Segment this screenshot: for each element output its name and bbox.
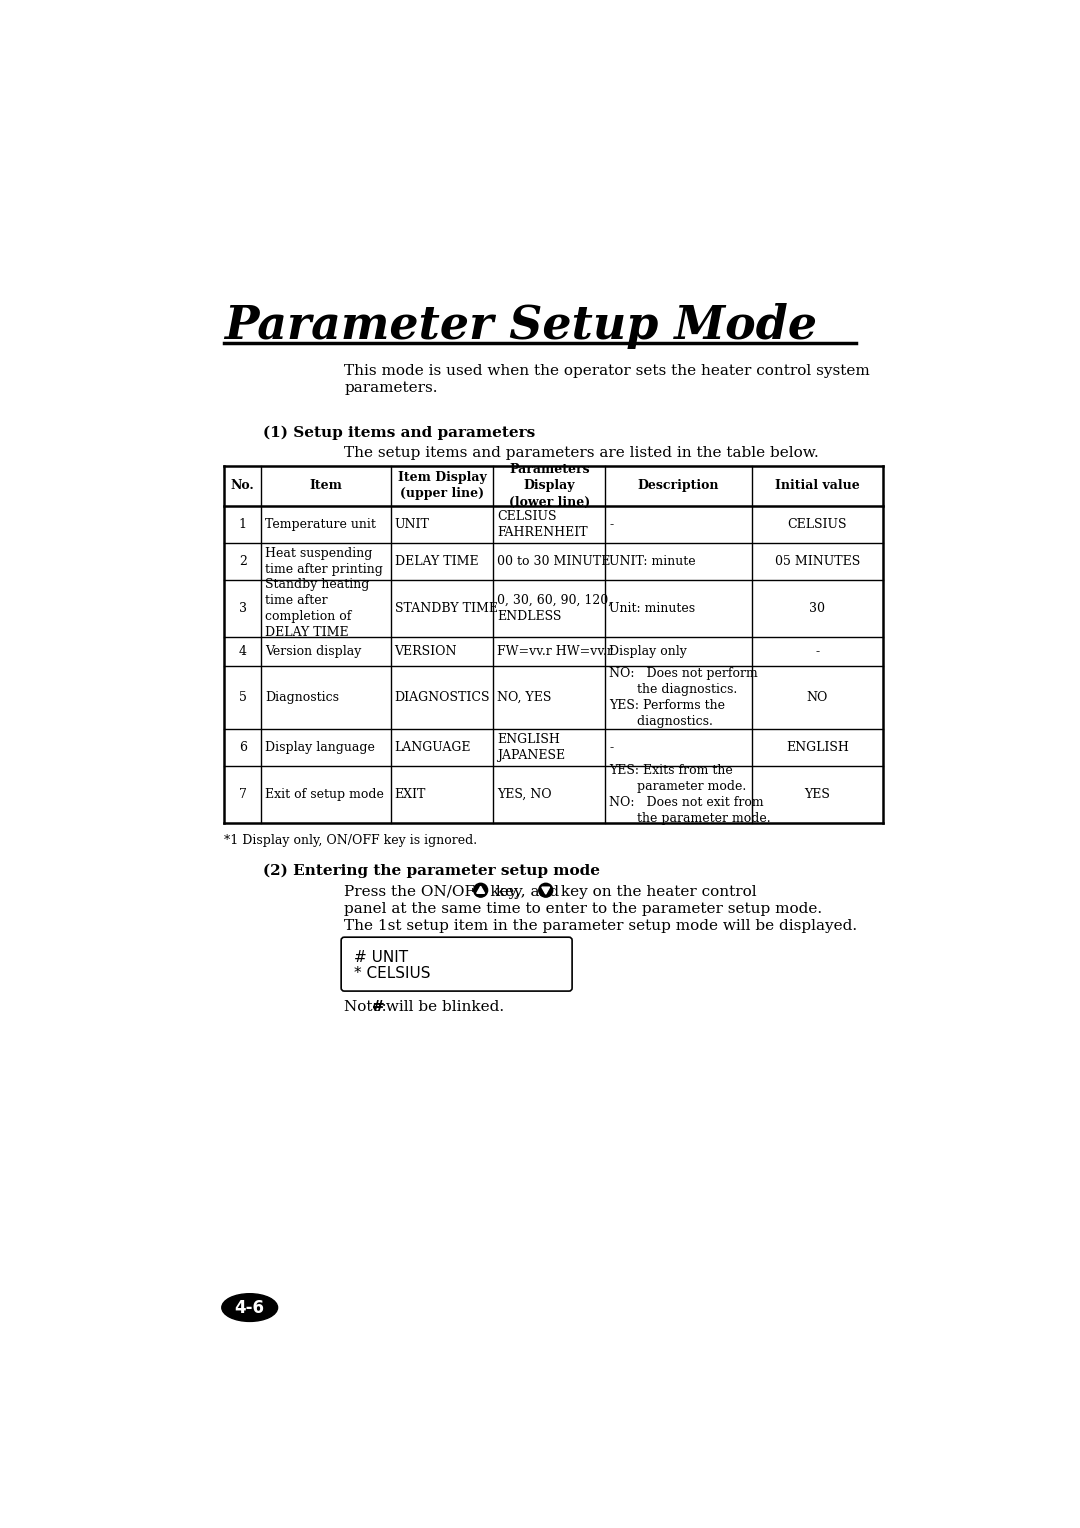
Text: NO: NO (807, 691, 828, 704)
Text: This mode is used when the operator sets the heater control system: This mode is used when the operator sets… (345, 364, 870, 379)
Text: will be blinked.: will be blinked. (380, 1001, 503, 1015)
Text: Description: Description (638, 480, 719, 492)
Text: Diagnostics: Diagnostics (266, 691, 339, 704)
Text: Heat suspending
time after printing: Heat suspending time after printing (266, 547, 383, 576)
Text: 4: 4 (239, 645, 246, 659)
Text: YES, NO: YES, NO (497, 788, 552, 801)
Text: UNIT: UNIT (394, 518, 430, 530)
Text: Item Display
(upper line): Item Display (upper line) (397, 472, 486, 501)
Text: ENGLISH
JAPANESE: ENGLISH JAPANESE (497, 733, 565, 762)
Text: STANDBY TIME: STANDBY TIME (394, 602, 498, 614)
Text: -: - (815, 645, 820, 659)
Text: Note:: Note: (345, 1001, 392, 1015)
Text: 30: 30 (809, 602, 825, 614)
Text: parameters.: parameters. (345, 382, 437, 396)
Text: CELSIUS
FAHRENHEIT: CELSIUS FAHRENHEIT (497, 510, 588, 539)
Text: 5: 5 (239, 691, 246, 704)
Text: 2: 2 (239, 555, 246, 568)
Text: Item: Item (310, 480, 342, 492)
Text: DELAY TIME: DELAY TIME (394, 555, 478, 568)
Text: Exit of setup mode: Exit of setup mode (266, 788, 384, 801)
Text: ENGLISH: ENGLISH (786, 741, 849, 755)
Text: *1 Display only, ON/OFF key is ignored.: *1 Display only, ON/OFF key is ignored. (225, 834, 477, 847)
Text: 7: 7 (239, 788, 246, 801)
Text: 00 to 30 MINUTE: 00 to 30 MINUTE (497, 555, 610, 568)
Text: -: - (609, 518, 613, 530)
Text: #: # (373, 1001, 384, 1015)
Text: YES: YES (805, 788, 831, 801)
Text: YES: Exits from the
       parameter mode.
NO:   Does not exit from
       the p: YES: Exits from the parameter mode. NO: … (609, 764, 771, 825)
Ellipse shape (221, 1294, 278, 1322)
Text: -: - (609, 741, 613, 755)
Circle shape (539, 883, 553, 897)
Text: Initial value: Initial value (775, 480, 860, 492)
Text: Display only: Display only (609, 645, 687, 659)
Text: CELSIUS: CELSIUS (787, 518, 847, 530)
Text: NO, YES: NO, YES (497, 691, 551, 704)
Text: DIAGNOSTICS: DIAGNOSTICS (394, 691, 490, 704)
Text: key on the heater control: key on the heater control (556, 885, 756, 898)
FancyBboxPatch shape (341, 937, 572, 992)
Text: The 1st setup item in the parameter setup mode will be displayed.: The 1st setup item in the parameter setu… (345, 918, 858, 932)
Text: Parameters
Display
(lower line): Parameters Display (lower line) (509, 463, 590, 509)
Text: * CELSIUS: * CELSIUS (353, 966, 430, 981)
Text: UNIT: minute: UNIT: minute (609, 555, 696, 568)
Text: The setup items and parameters are listed in the table below.: The setup items and parameters are liste… (345, 446, 819, 460)
Text: 1: 1 (239, 518, 246, 530)
Text: LANGUAGE: LANGUAGE (394, 741, 471, 755)
Text: # UNIT: # UNIT (353, 949, 407, 964)
Polygon shape (542, 888, 550, 894)
Text: VERSION: VERSION (394, 645, 457, 659)
Text: Temperature unit: Temperature unit (266, 518, 376, 530)
Text: (1) Setup items and parameters: (1) Setup items and parameters (262, 426, 535, 440)
Text: NO:   Does not perform
       the diagnostics.
YES: Performs the
       diagnost: NO: Does not perform the diagnostics. YE… (609, 668, 758, 729)
Text: key, and: key, and (490, 885, 564, 898)
Text: EXIT: EXIT (394, 788, 426, 801)
Text: Press the ON/OFF key,: Press the ON/OFF key, (345, 885, 525, 898)
Text: 4-6: 4-6 (234, 1299, 265, 1317)
Text: 3: 3 (239, 602, 246, 614)
Text: Standby heating
time after
completion of
DELAY TIME: Standby heating time after completion of… (266, 578, 369, 639)
Text: Parameter Setup Mode: Parameter Setup Mode (225, 303, 818, 348)
Text: panel at the same time to enter to the parameter setup mode.: panel at the same time to enter to the p… (345, 902, 822, 915)
Text: 0, 30, 60, 90, 120,
ENDLESS: 0, 30, 60, 90, 120, ENDLESS (497, 594, 612, 623)
Text: Version display: Version display (266, 645, 362, 659)
Text: (2) Entering the parameter setup mode: (2) Entering the parameter setup mode (262, 863, 599, 877)
Text: 05 MINUTES: 05 MINUTES (774, 555, 860, 568)
Text: Display language: Display language (266, 741, 375, 755)
Circle shape (474, 883, 488, 897)
Text: Unit: minutes: Unit: minutes (609, 602, 696, 614)
Text: FW=vv.r HW=vv.r: FW=vv.r HW=vv.r (497, 645, 612, 659)
Polygon shape (476, 886, 485, 894)
Text: 6: 6 (239, 741, 246, 755)
Text: No.: No. (231, 480, 255, 492)
